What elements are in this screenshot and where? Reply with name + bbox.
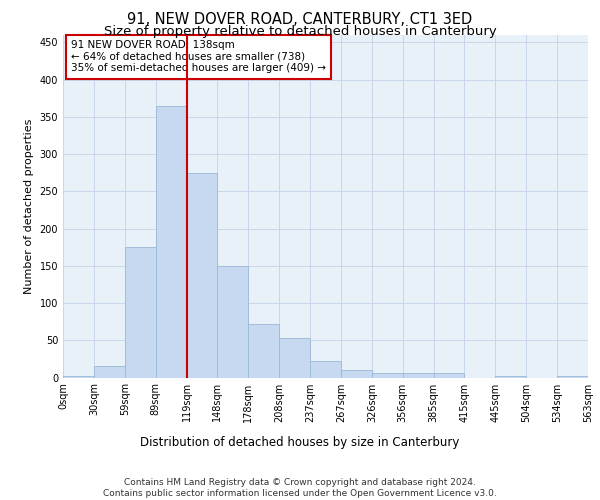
Bar [125,247,155,378]
Text: Distribution of detached houses by size in Canterbury: Distribution of detached houses by size … [140,436,460,449]
Text: 91 NEW DOVER ROAD: 138sqm
← 64% of detached houses are smaller (738)
35% of semi: 91 NEW DOVER ROAD: 138sqm ← 64% of detac… [71,40,326,74]
Bar [341,370,372,378]
Bar [372,373,403,378]
Bar [217,266,248,378]
Text: 91, NEW DOVER ROAD, CANTERBURY, CT1 3ED: 91, NEW DOVER ROAD, CANTERBURY, CT1 3ED [127,12,473,28]
Bar [279,338,310,378]
Y-axis label: Number of detached properties: Number of detached properties [24,118,34,294]
Bar [248,324,279,378]
Bar [557,376,588,378]
Bar [310,361,341,378]
Bar [63,376,94,378]
Bar [155,106,187,378]
Bar [94,366,125,378]
Bar [187,172,217,378]
Text: Contains HM Land Registry data © Crown copyright and database right 2024.
Contai: Contains HM Land Registry data © Crown c… [103,478,497,498]
Bar [496,376,526,378]
Text: Size of property relative to detached houses in Canterbury: Size of property relative to detached ho… [104,25,496,38]
Bar [403,373,434,378]
Bar [434,373,464,378]
